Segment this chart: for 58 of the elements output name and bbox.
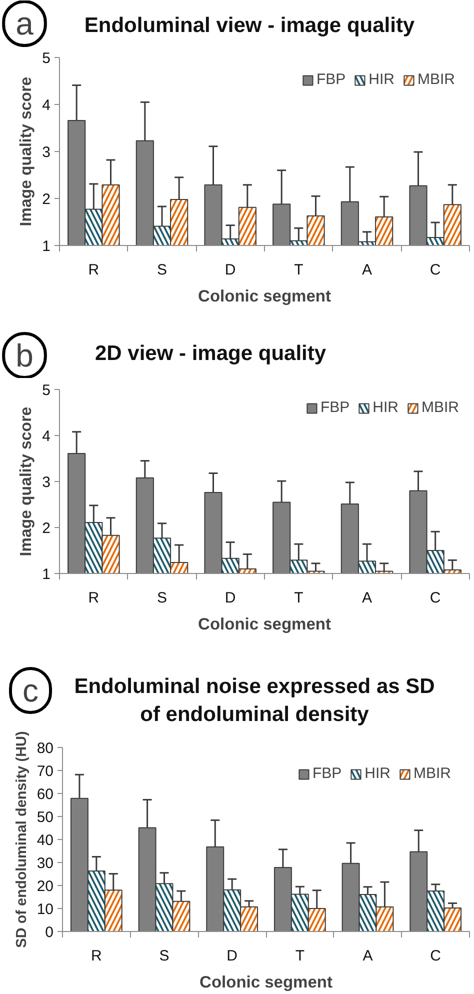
y-tick-label: 80	[36, 740, 54, 757]
text: c	[22, 672, 38, 708]
y-tick-label: 40	[36, 832, 54, 849]
y-axis-title: Image quality score	[18, 76, 36, 226]
y-tick-label: 1	[42, 238, 50, 255]
y-tick-label: 3	[42, 144, 50, 161]
x-tick-label: R	[88, 262, 100, 278]
y-tick-label: 70	[36, 763, 54, 780]
y-tick-label: 10	[36, 901, 54, 918]
y-tick-label: 2	[42, 520, 50, 537]
x-tick-label: A	[362, 948, 373, 964]
x-tick-label: C	[430, 590, 441, 606]
legend-label: HIR	[372, 399, 398, 416]
y-tick-label: 3	[42, 474, 50, 491]
text: a	[16, 6, 34, 42]
chart-title: Endoluminal view - image quality	[84, 14, 415, 37]
legend-label: FBP	[316, 71, 346, 88]
legend-label: HIR	[368, 71, 394, 88]
y-tick-label: 1	[42, 566, 50, 583]
legend-label: MBIR	[418, 71, 455, 88]
legend-label: MBIR	[422, 399, 459, 416]
legend-label: FBP	[320, 399, 350, 416]
x-tick-label: S	[159, 948, 170, 964]
x-axis-title: Colonic segment	[198, 616, 332, 634]
y-axis-title: Image quality score	[18, 406, 36, 556]
chart-title: 2D view - image quality	[94, 342, 326, 365]
legend-label: MBIR	[414, 765, 451, 782]
x-tick-label: R	[91, 948, 102, 964]
y-tick-label: 5	[42, 382, 50, 399]
y-tick-label: 20	[36, 878, 54, 895]
legend-label: HIR	[364, 765, 390, 782]
x-tick-label: C	[430, 262, 441, 278]
x-tick-label: D	[224, 262, 236, 278]
y-tick-label: 0	[45, 924, 54, 941]
x-tick-label: C	[430, 948, 442, 964]
y-tick-label: 4	[42, 97, 50, 114]
x-tick-label: A	[362, 590, 372, 606]
y-tick-label: 30	[36, 855, 54, 872]
chart-title: Endoluminal noise expressed as SD of endoluminal density	[74, 675, 435, 726]
x-tick-label: D	[224, 590, 236, 606]
x-tick-label: A	[362, 262, 372, 278]
y-tick-label: 50	[36, 809, 54, 826]
x-axis-title: Colonic segment	[198, 288, 332, 306]
y-tick-label: 60	[36, 786, 54, 803]
legend-label: FBP	[312, 765, 342, 782]
y-tick-label: 2	[42, 191, 50, 208]
x-tick-label: T	[294, 262, 304, 278]
x-tick-label: R	[88, 590, 100, 606]
x-tick-label: T	[295, 948, 305, 964]
x-axis-title: Colonic segment	[200, 974, 333, 992]
y-axis-title: SD of endoluminal density (HU)	[14, 730, 30, 948]
x-tick-label: S	[157, 590, 168, 606]
y-tick-label: 5	[42, 50, 50, 67]
x-tick-label: T	[294, 590, 304, 606]
y-tick-label: 4	[42, 428, 50, 445]
text: b	[16, 338, 34, 374]
x-tick-label: D	[226, 948, 238, 964]
x-tick-label: S	[157, 262, 168, 278]
